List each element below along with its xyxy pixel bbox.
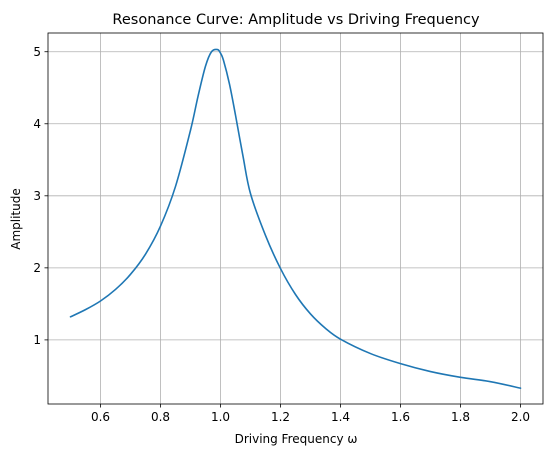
y-tick-label: 2 bbox=[33, 261, 41, 275]
y-axis-label: Amplitude bbox=[9, 188, 23, 250]
series-layer bbox=[69, 48, 522, 389]
x-tick-label: 1.2 bbox=[271, 410, 290, 424]
x-tick-label: 2.0 bbox=[511, 410, 530, 424]
x-tick-label: 1.0 bbox=[211, 410, 230, 424]
y-tick-label: 4 bbox=[33, 117, 41, 131]
x-tick-label: 0.8 bbox=[151, 410, 170, 424]
x-axis: 0.6 0.8 1.0 1.2 1.4 1.6 1.8 2.0 bbox=[91, 404, 530, 424]
x-axis-label: Driving Frequency ω bbox=[235, 432, 358, 446]
y-axis: 1 2 3 4 5 bbox=[33, 45, 48, 347]
x-tick-label: 1.6 bbox=[391, 410, 410, 424]
series-line bbox=[69, 48, 522, 389]
x-tick-label: 1.4 bbox=[331, 410, 350, 424]
grid bbox=[48, 33, 543, 404]
y-tick-label: 1 bbox=[33, 333, 41, 347]
x-tick-label: 1.8 bbox=[451, 410, 470, 424]
y-tick-label: 5 bbox=[33, 45, 41, 59]
x-tick-label: 0.6 bbox=[91, 410, 110, 424]
plot-frame bbox=[47, 32, 544, 405]
chart-title: Resonance Curve: Amplitude vs Driving Fr… bbox=[112, 12, 480, 28]
y-tick-label: 3 bbox=[33, 189, 41, 203]
